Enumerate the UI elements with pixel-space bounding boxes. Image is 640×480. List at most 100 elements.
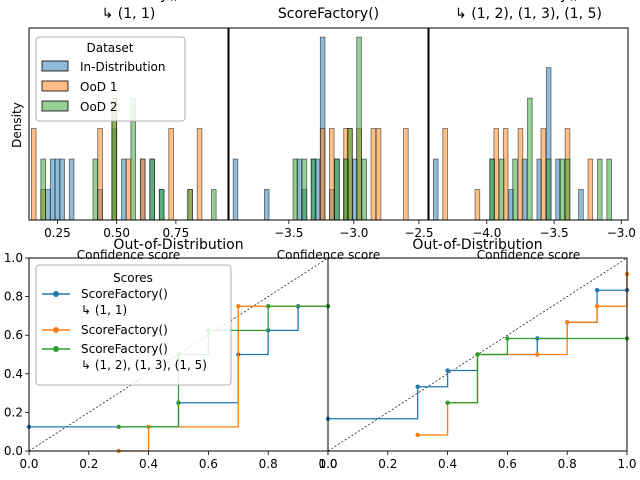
x-tick-label: 0.8 — [259, 457, 278, 471]
x-tick-label: −2.5 — [404, 226, 433, 240]
hist-bar — [40, 158, 46, 221]
y-tick-label: 1.0 — [4, 251, 23, 265]
legends: Dataset In-Distribution OoD 1 OoD 2 Scores Sc… — [35, 36, 232, 386]
legend-swatch — [41, 60, 69, 72]
hist-bar — [370, 128, 377, 221]
curve-marker — [594, 288, 600, 293]
curve-marker — [535, 352, 540, 357]
hist-bar — [59, 158, 65, 221]
hist-bar — [30, 128, 37, 221]
hist-bar — [334, 158, 340, 221]
curve-marker — [445, 400, 450, 405]
legend-label: ↳ (1, 2), (1, 3), (1, 5) — [81, 358, 207, 372]
dataset-legend-title: Dataset — [87, 41, 134, 55]
curve-marker — [415, 384, 420, 389]
x-tick-label: −3.5 — [274, 226, 303, 240]
x-tick-label: 0.25 — [44, 226, 71, 240]
step-curve — [447, 337, 627, 404]
x-tick-label: −4.0 — [472, 226, 501, 240]
legend-label: ScoreFactory() — [81, 287, 168, 301]
hist-bar — [49, 158, 56, 221]
hist-bar — [232, 158, 239, 221]
legend-marker — [53, 291, 59, 297]
hist-bar — [442, 128, 448, 221]
hist-bar — [432, 158, 439, 221]
scores-legend-box — [35, 264, 232, 386]
x-tick-label: 0.8 — [558, 457, 577, 471]
x-tick-label: 0.75 — [163, 226, 190, 240]
legend-marker — [53, 346, 59, 352]
x-tick-label: 0.2 — [79, 457, 98, 471]
hist-bar — [347, 128, 353, 221]
panel-titles: ScoreFactory() ↳ (1, 1) ScoreFactory() Scor… — [78, 0, 602, 253]
legend-swatch — [41, 100, 69, 112]
x-tick-label: −3.0 — [607, 226, 636, 240]
step-curve — [417, 274, 628, 436]
axes-frame — [28, 27, 229, 221]
panel-title: ↳ (1, 2), (1, 3), (1, 5) — [455, 6, 602, 22]
hist-bar — [319, 128, 326, 221]
hist-bar — [361, 158, 368, 221]
hist-bar — [54, 158, 61, 221]
panel-title: ScoreFactory() — [278, 6, 379, 22]
ood-curve-panel-2: 0.0 0.2 0.4 0.6 0.8 1.0 — [318, 257, 637, 471]
hist-bar — [92, 158, 99, 221]
x-tick-label: 0.0 — [19, 457, 38, 471]
hist-bar — [474, 189, 481, 221]
curve-marker — [236, 304, 241, 309]
hist-bar — [187, 189, 193, 221]
x-tick-label: −3.0 — [339, 226, 368, 240]
hist-bar — [125, 158, 132, 221]
hist-bar — [498, 158, 505, 221]
x-tick-label: 0.0 — [318, 457, 337, 471]
x-tick-label: −3.5 — [539, 226, 568, 240]
y-tick-label: 0.0 — [4, 444, 23, 458]
hist-bar — [489, 158, 495, 221]
hist-bar — [606, 158, 612, 221]
hist-bar — [329, 128, 335, 221]
legend-label: In-Distribution — [80, 60, 165, 74]
legend-label: OoD 2 — [80, 100, 117, 114]
hist-bar — [564, 158, 571, 221]
panel-title: Out-of-Distribution — [412, 237, 542, 253]
hist-bar — [97, 128, 103, 221]
x-tick-label: 0.50 — [103, 226, 130, 240]
hist-bar — [587, 158, 594, 221]
hist-bar — [45, 189, 51, 221]
curve-marker — [565, 320, 570, 325]
x-tick-label: 0.6 — [498, 457, 517, 471]
curve-marker — [116, 424, 121, 430]
legend-label: ScoreFactory() — [81, 323, 168, 337]
hist-bar — [158, 189, 165, 221]
hist-bar — [120, 158, 127, 221]
hist-bar — [168, 128, 174, 221]
y-tick-label: 0.6 — [4, 328, 23, 342]
hist-bar — [301, 158, 308, 221]
legend-swatch — [41, 80, 69, 92]
hist-bar — [292, 158, 299, 221]
axes-frame — [228, 27, 429, 221]
hist-bar — [540, 128, 547, 221]
hist-bar — [139, 158, 146, 221]
panel-title: ↳ (1, 1) — [102, 6, 156, 22]
y-tick-label: 0.2 — [4, 405, 23, 419]
axes-frame — [327, 257, 628, 452]
hist-ylabel: Density — [10, 102, 24, 148]
hist-bar — [403, 128, 409, 221]
hist-bar — [527, 97, 533, 221]
hist-bar — [310, 158, 317, 221]
x-tick-label: 0.2 — [378, 457, 397, 471]
hist-bar — [512, 158, 518, 221]
dataset-legend-box — [35, 36, 186, 122]
panel-title: ScoreFactory() — [78, 0, 179, 3]
x-tick-label: 1.0 — [617, 457, 636, 471]
y-tick-label: 0.4 — [4, 367, 23, 381]
hist-bar — [356, 36, 362, 221]
panel-title: ScoreFactory() — [478, 0, 579, 3]
panel-title: Out-of-Distribution — [113, 237, 243, 253]
x-tick-label: 0.4 — [139, 457, 158, 471]
hist-bar — [149, 158, 155, 221]
curve-marker — [445, 368, 450, 373]
